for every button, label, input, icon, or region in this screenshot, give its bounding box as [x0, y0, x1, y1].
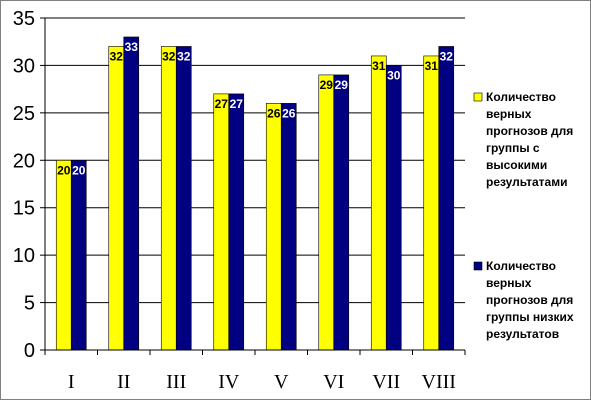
bar-series-1 [370, 55, 387, 351]
legend-label-line: результатов [486, 327, 559, 341]
bar-series-2 [280, 103, 297, 351]
data-label-series-1: 31 [372, 59, 386, 73]
bar-series-2 [333, 74, 350, 351]
data-label-series-1: 32 [162, 49, 176, 63]
data-label-series-2: 30 [387, 68, 401, 82]
gridlines [45, 17, 465, 304]
y-tick-label: 0 [24, 340, 35, 362]
y-tick-label: 15 [13, 198, 35, 220]
x-tick-label: I [68, 371, 75, 393]
bar-series-1 [160, 46, 177, 351]
y-tick-label: 30 [13, 55, 35, 77]
bar-series-2 [123, 36, 140, 351]
data-label-series-1: 26 [267, 106, 281, 120]
y-tick-label: 20 [13, 150, 35, 172]
axes [44, 18, 465, 351]
data-label-series-2: 32 [440, 49, 454, 63]
bar-series-2 [70, 159, 87, 351]
legend-label-line: прогнозов для [486, 293, 573, 307]
legend-swatch-series-2 [473, 261, 483, 271]
data-label-series-2: 27 [230, 97, 244, 111]
bar-series-1 [108, 46, 125, 351]
y-tick-label: 25 [13, 103, 35, 125]
bar-series-2 [175, 46, 192, 351]
legend-swatch-series-1 [473, 92, 483, 102]
legend-label-line: прогнозов для [486, 124, 573, 138]
data-label-series-1: 31 [425, 59, 439, 73]
legend-label-line: Количество [486, 259, 556, 273]
data-label-series-1: 27 [215, 97, 229, 111]
data-label-series-2: 20 [72, 163, 86, 177]
x-tick-label: II [117, 371, 130, 393]
legend-label-line: результатами [486, 175, 568, 189]
bar-series-1 [423, 55, 440, 351]
data-label-series-2: 29 [335, 78, 349, 92]
legend-label-line: высокими [486, 158, 547, 172]
legend-label-line: верных [486, 107, 532, 121]
data-label-series-1: 32 [110, 49, 124, 63]
bar-series-2 [438, 46, 455, 351]
y-tick-label: 35 [13, 8, 35, 30]
legend-label-series-1: Количество верных прогнозов для группы с выс… [486, 90, 573, 189]
data-label-series-1: 29 [320, 78, 334, 92]
legend-label-line: группы с [486, 141, 540, 155]
x-tick-label: III [166, 371, 186, 393]
bar-series-1 [55, 159, 72, 351]
y-tick-label: 5 [24, 293, 35, 315]
bar-series-1 [213, 93, 230, 351]
x-tick-label: V [274, 371, 289, 393]
y-axis-ticks: 0 5 10 15 20 25 30 35 [13, 8, 45, 362]
bar-series-2 [228, 93, 245, 351]
legend-label-series-2: Количество верных прогнозов для группы низк… [486, 259, 574, 341]
data-label-series-2: 32 [177, 49, 191, 63]
x-tick-label: VIII [422, 371, 456, 393]
data-label-series-2: 33 [125, 40, 139, 54]
legend-label-line: верных [486, 276, 532, 290]
bar-series-2 [385, 65, 402, 351]
legend-label-line: Количество [486, 90, 556, 104]
bar-series-1 [318, 74, 335, 351]
x-tick-label: VI [323, 371, 344, 393]
bar-series-1 [265, 103, 282, 351]
x-tick-label: IV [218, 371, 240, 393]
x-tick-label: VII [372, 371, 400, 393]
y-tick-label: 10 [13, 245, 35, 267]
bars [55, 36, 455, 351]
data-label-series-1: 20 [57, 163, 71, 177]
x-axis-ticks: I II III IV V VI VII VIII [44, 350, 466, 393]
data-label-series-2: 26 [282, 106, 296, 120]
legend-label-line: группы низких [486, 310, 574, 324]
legend: Количество верных прогнозов для группы с выс… [473, 90, 574, 341]
